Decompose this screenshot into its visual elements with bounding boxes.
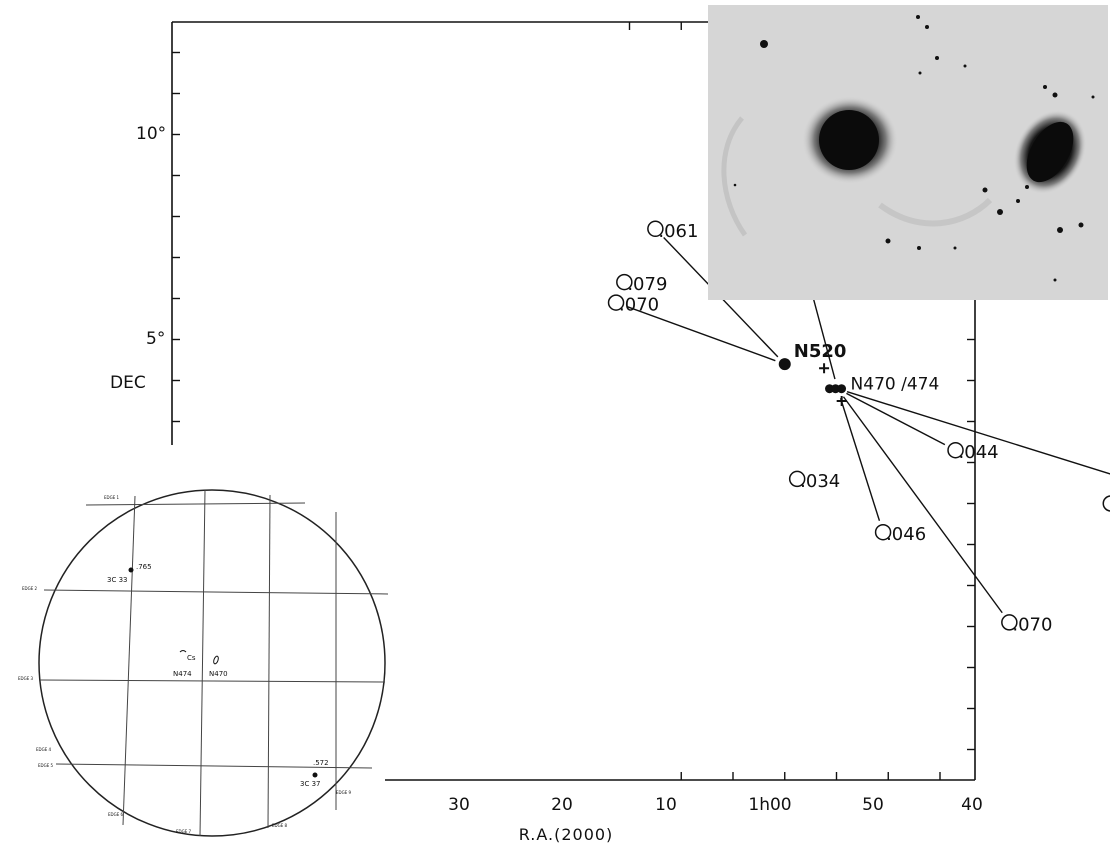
connection-line-5: [839, 398, 881, 521]
object-n474-label: N474: [173, 670, 192, 678]
y-tick-label-5: 5°: [146, 329, 165, 349]
x-tick-label-50: 50: [862, 795, 884, 815]
galaxy-ngc474-core: [819, 110, 879, 170]
finding-chart-edge-labels: EDGE 1 EDGE 2 EDGE 3 EDGE 4 EDGE 5 EDGE …: [18, 495, 352, 834]
quasar-label-10: .070: [1012, 614, 1052, 635]
quasar-marker-4: [788, 470, 806, 488]
tick-marks: [172, 22, 975, 780]
cross-markers: [819, 363, 847, 406]
finding-chart-circle: [38, 489, 386, 837]
object-cs-label: Cs: [187, 654, 196, 662]
quasar-marker-6: [947, 441, 964, 459]
connection-line-1: [627, 306, 776, 362]
quasar-marker-2: [616, 273, 633, 291]
object-765-label: .765: [136, 563, 152, 571]
svg-text:EDGE 4: EDGE 4: [36, 747, 52, 752]
svg-text:EDGE 2: EDGE 2: [22, 586, 38, 591]
x-tick-label-40: 40: [961, 795, 983, 815]
svg-text:EDGE 8: EDGE 8: [272, 823, 288, 828]
cross-marker-0: [819, 363, 830, 374]
quasar-marker-8: [1102, 495, 1110, 512]
svg-text:EDGE 1: EDGE 1: [104, 495, 120, 500]
quasar-label-4: .034: [800, 471, 840, 492]
quasar-label-2: .079: [627, 274, 667, 295]
x-tick-label-10: 10: [655, 795, 677, 815]
faint-loop-left: [721, 116, 748, 237]
svg-text:EDGE 5: EDGE 5: [38, 763, 54, 768]
object-765-dot: [128, 567, 134, 573]
y-tick-labels: 10° 5°: [136, 124, 166, 349]
finding-chart-objects: .765 3C 33 Cs N474 N470 .572 3C 37: [107, 563, 329, 788]
faint-loop-lower: [878, 197, 993, 227]
finding-chart-inset: EDGE 1 EDGE 2 EDGE 3 EDGE 4 EDGE 5 EDGE …: [18, 489, 389, 837]
object-572-label: .572: [313, 759, 329, 767]
x-axis-label: R.A.(2000): [519, 825, 614, 844]
connection-line-3: [846, 392, 946, 446]
quasar-label-1: .061: [658, 221, 698, 242]
object-n470-label: N470: [209, 670, 228, 678]
galaxy-label-1: N470 /474: [851, 375, 940, 395]
object-n474-mark: [179, 650, 187, 653]
finding-chart-grid: [39, 489, 389, 837]
x-tick-label-30: 30: [448, 795, 470, 815]
x-tick-label-20: 20: [551, 795, 573, 815]
cross-marker-1: [836, 396, 847, 406]
object-n470-mark: [213, 655, 219, 665]
svg-text:EDGE 9: EDGE 9: [336, 790, 352, 795]
object-3c37-label: 3C 37: [300, 780, 320, 788]
connection-line-6: [842, 396, 1003, 614]
quasar-marker-10: [1001, 614, 1018, 631]
quasar-label-5: .046: [886, 524, 926, 545]
object-3c33-label: 3C 33: [107, 576, 127, 584]
y-tick-label-10: 10°: [136, 124, 166, 144]
svg-text:EDGE 3: EDGE 3: [18, 676, 34, 681]
x-tick-label-1h00: 1h00: [748, 795, 791, 815]
photo-stars: [733, 15, 1095, 282]
x-tick-labels: 30 20 10 1h00 50 40: [448, 795, 983, 815]
quasar-marker-1: [647, 220, 664, 238]
connection-line-4: [846, 391, 1110, 475]
galaxy-marker-1-c: [837, 384, 847, 394]
galaxy-label-0: N520: [794, 341, 847, 362]
galaxy-marker-0: [778, 358, 791, 371]
photo-inset: [708, 5, 1108, 300]
quasar-label-6: .044: [959, 442, 999, 463]
galaxy-ngc470-core: [1026, 121, 1074, 183]
quasar-marker-3: [607, 294, 625, 311]
y-axis-label: DEC: [110, 373, 146, 393]
object-572-dot: [312, 772, 318, 778]
svg-text:EDGE 6: EDGE 6: [108, 812, 124, 817]
quasar-marker-5: [874, 523, 892, 541]
svg-text:EDGE 7: EDGE 7: [176, 829, 192, 834]
quasar-label-3: .070: [619, 295, 659, 316]
